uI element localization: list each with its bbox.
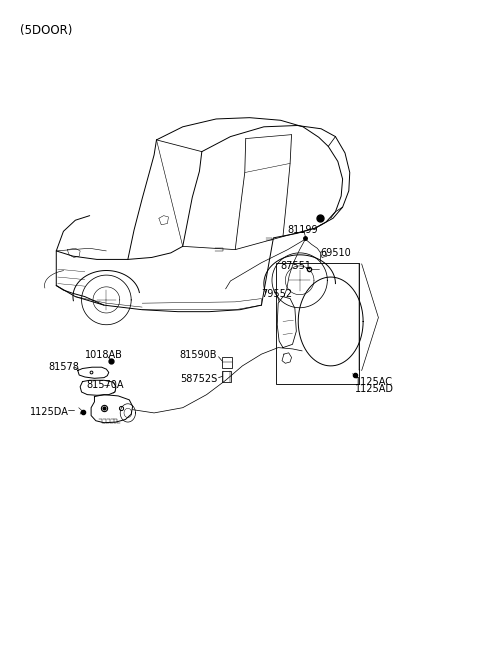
Text: 81590B: 81590B <box>179 350 216 360</box>
Text: (5DOOR): (5DOOR) <box>21 24 73 37</box>
Text: 1125AC: 1125AC <box>355 377 393 386</box>
Text: 1125DA: 1125DA <box>30 407 69 417</box>
Text: 81578: 81578 <box>48 362 79 372</box>
Bar <box>222 357 232 369</box>
Text: 87551: 87551 <box>281 261 312 271</box>
Text: 1125AD: 1125AD <box>355 384 394 394</box>
Text: 79552: 79552 <box>262 289 293 299</box>
Text: 1018AB: 1018AB <box>85 350 123 360</box>
Text: 69510: 69510 <box>320 248 351 258</box>
Text: 81199: 81199 <box>288 225 318 235</box>
Text: 81570A: 81570A <box>86 380 124 390</box>
Bar <box>222 371 231 382</box>
Bar <box>276 262 360 384</box>
Text: 58752S: 58752S <box>180 374 217 384</box>
